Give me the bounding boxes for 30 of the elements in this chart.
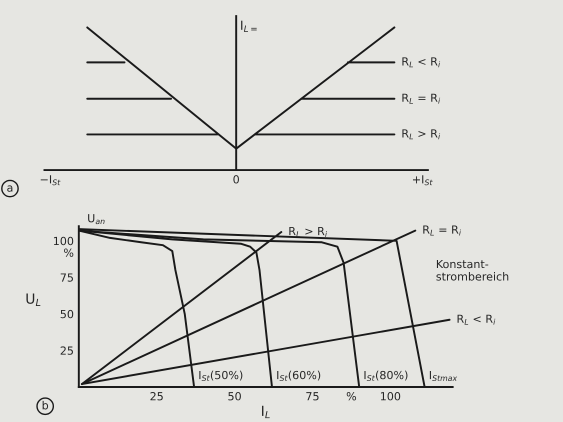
y-tick-label: 100 [54,236,74,246]
x-tick-label: 50 [228,392,241,400]
y-tick-label: 50 [60,310,74,318]
series-label: R$_{L}$ > R$_{i}$ [289,226,328,237]
x-tick-label: 75 [306,392,319,400]
series-label: R$_{L}$ > R$_{i}$ [402,129,440,140]
text: b [42,400,48,410]
annotation: Konstant- strombereich [436,260,508,281]
series-label: R$_{L}$ < R$_{i}$ [458,314,496,325]
series-label: I$_{St}$(60%) [277,370,320,382]
series-label: I$_{Stmax}$ [430,370,458,382]
text: a [7,185,12,192]
x-tick-label: −I$_{St}$ [40,175,60,186]
y-tick-label: 75 [60,273,73,282]
annotation: U$_{an}$ [88,214,105,224]
y-tick-label: % [64,248,74,257]
series-label: R$_{L}$ = R$_{i}$ [423,226,461,236]
y-tick-label: 25 [60,346,73,355]
series-label: I$_{St}$(80%) [364,370,408,382]
series-label: I$_{St}$(50%) [199,370,242,382]
y-axis-title: I$_{L=}$ [241,20,257,32]
x-tick-label: 100 [380,392,400,400]
x-axis-title: I$_{L}$ [262,406,270,418]
series-label: R$_{L}$ = R$_{i}$ [402,94,440,104]
y-axis-title: U$_{L}$ [26,294,40,306]
x-tick-label: 25 [150,392,163,400]
x-tick-label: 0 [233,175,239,184]
x-tick-label: % [346,392,356,400]
series-label: R$_{L}$ < R$_{i}$ [402,57,440,68]
x-tick-label: +I$_{St}$ [412,175,433,186]
